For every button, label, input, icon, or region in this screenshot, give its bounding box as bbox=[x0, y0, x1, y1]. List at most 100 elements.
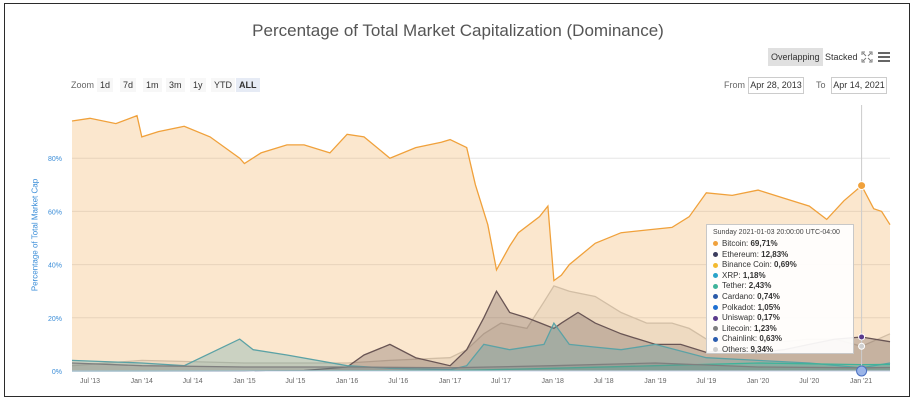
zoom-1y-button[interactable]: 1y bbox=[190, 78, 206, 92]
tooltip-separator: : bbox=[749, 323, 755, 333]
tooltip-row: Others: 9,34% bbox=[713, 345, 847, 356]
tooltip-separator: : bbox=[752, 291, 758, 301]
tooltip-separator: : bbox=[769, 260, 775, 270]
series-dot-icon bbox=[713, 347, 718, 353]
zoom-1m-button[interactable]: 1m bbox=[143, 78, 162, 92]
tooltip-series-name: Chainlink bbox=[722, 334, 755, 344]
stacked-toggle[interactable]: Stacked bbox=[825, 52, 858, 62]
x-tick-label: Jan '16 bbox=[336, 378, 358, 385]
series-area-xrp bbox=[72, 323, 890, 371]
highlight-point-bitcoin bbox=[857, 181, 867, 191]
range-to-input[interactable]: Apr 14, 2021 bbox=[831, 77, 887, 94]
x-tick-label: Jan '15 bbox=[233, 378, 255, 385]
series-dot-icon bbox=[713, 251, 718, 257]
series-dot-icon bbox=[713, 283, 718, 289]
x-tick-label: Jan '17 bbox=[439, 378, 461, 385]
series-dot-icon bbox=[713, 294, 718, 300]
tooltip-series-name: Others bbox=[722, 344, 747, 354]
series-dot-icon bbox=[713, 336, 718, 342]
tooltip-series-name: Polkadot bbox=[722, 302, 754, 312]
navigator-flag-icon bbox=[856, 365, 868, 377]
chart-title: Percentage of Total Market Capitalizatio… bbox=[252, 21, 664, 40]
tooltip-row: Bitcoin: 69,71% bbox=[713, 239, 847, 250]
x-tick-label: Jul '19 bbox=[696, 378, 716, 385]
zoom-7d-button[interactable]: 7d bbox=[120, 78, 137, 92]
tooltip-separator: : bbox=[744, 281, 749, 291]
hamburger-menu-icon[interactable] bbox=[878, 51, 890, 63]
fullscreen-icon[interactable] bbox=[861, 51, 873, 63]
tooltip-row: Polkadot: 1,05% bbox=[713, 303, 847, 314]
tooltip-row: XRP: 1,18% bbox=[713, 271, 847, 282]
zoom-all-button[interactable]: ALL bbox=[236, 78, 260, 92]
series-line-xrp bbox=[71, 321, 891, 371]
series-dot-icon bbox=[713, 273, 718, 279]
tooltip-series-name: Binance Coin bbox=[722, 260, 770, 270]
tooltip-series-value: 0,74% bbox=[757, 291, 780, 301]
tooltip-series-name: Litecoin bbox=[722, 323, 750, 333]
series-dot-icon bbox=[713, 304, 718, 310]
y-tick-label: 0% bbox=[52, 369, 62, 376]
tooltip-row: Tether: 2,43% bbox=[713, 281, 847, 292]
tooltip-series-value: 0,17% bbox=[757, 313, 780, 323]
series-line-bitcoin bbox=[71, 114, 891, 282]
tooltip-series-value: 12,83% bbox=[761, 249, 789, 259]
tooltip-series-value: 1,18% bbox=[742, 270, 766, 280]
tooltip-series-value: 69,71% bbox=[750, 239, 778, 248]
x-tick-label: Jul '18 bbox=[594, 378, 614, 385]
x-tick-label: Jul '16 bbox=[388, 378, 408, 385]
y-tick-label: 20% bbox=[48, 316, 62, 323]
tooltip-series-name: Cardano bbox=[722, 291, 753, 301]
tooltip-row: Ethereum: 12,83% bbox=[713, 250, 847, 261]
tooltip-separator: : bbox=[752, 313, 758, 323]
series-area-others bbox=[72, 285, 890, 371]
tooltip-series-name: Uniswap bbox=[722, 313, 753, 323]
zoom-3m-button[interactable]: 3m bbox=[166, 78, 185, 92]
overlapping-toggle[interactable]: Overlapping bbox=[768, 48, 823, 66]
x-tick-label: Jan '19 bbox=[644, 378, 666, 385]
range-to-label: To bbox=[816, 80, 826, 90]
series-dot-icon bbox=[713, 241, 718, 247]
tooltip-separator: : bbox=[753, 302, 758, 312]
zoom-ytd-button[interactable]: YTD bbox=[211, 78, 235, 92]
range-from-input[interactable]: Apr 28, 2013 bbox=[748, 77, 804, 94]
tooltip-series-value: 0,63% bbox=[759, 334, 783, 344]
tooltip-separator: : bbox=[738, 270, 743, 280]
tooltip-series-name: Ethereum bbox=[722, 249, 757, 259]
tooltip-row: Binance Coin: 0,69% bbox=[713, 260, 847, 271]
x-tick-label: Jan '20 bbox=[747, 378, 769, 385]
series-area-bitcoin bbox=[72, 115, 890, 371]
x-tick-label: Jan '21 bbox=[850, 378, 872, 385]
chart-tooltip: Sunday 2021-01-03 20:00:00 UTC-04:00 Bit… bbox=[706, 224, 854, 354]
series-area-ethereum bbox=[72, 291, 890, 371]
x-tick-label: Jul '17 bbox=[491, 378, 511, 385]
highlight-point-others bbox=[858, 342, 866, 350]
tooltip-separator: : bbox=[756, 249, 762, 259]
x-tick-label: Jan '18 bbox=[542, 378, 564, 385]
y-tick-label: 40% bbox=[48, 263, 62, 270]
tooltip-row: Litecoin: 1,23% bbox=[713, 324, 847, 335]
tooltip-separator: : bbox=[754, 334, 760, 344]
tooltip-series-value: 2,43% bbox=[748, 281, 772, 291]
x-tick-label: Jul '14 bbox=[183, 378, 203, 385]
x-tick-label: Jul '15 bbox=[285, 378, 305, 385]
series-dot-icon bbox=[713, 262, 718, 268]
series-area-litecoin bbox=[72, 363, 890, 371]
range-from-label: From bbox=[724, 80, 745, 90]
tooltip-series-name: Tether bbox=[722, 281, 745, 291]
zoom-1d-button[interactable]: 1d bbox=[97, 78, 114, 92]
tooltip-row: Cardano: 0,74% bbox=[713, 292, 847, 303]
y-tick-label: 60% bbox=[48, 209, 62, 216]
tooltip-row: Uniswap: 0,17% bbox=[713, 313, 847, 324]
tooltip-series-value: 1,23% bbox=[754, 323, 777, 333]
tooltip-series-value: 1,05% bbox=[757, 302, 781, 312]
x-tick-label: Jan '14 bbox=[131, 378, 153, 385]
tooltip-row: Chainlink: 0,63% bbox=[713, 334, 847, 345]
tooltip-series-name: Bitcoin bbox=[722, 239, 747, 248]
series-line-litecoin bbox=[71, 362, 891, 369]
y-tick-label: 80% bbox=[48, 156, 62, 163]
tooltip-separator: : bbox=[746, 344, 751, 354]
series-dot-icon bbox=[713, 315, 718, 321]
x-tick-label: Jul '13 bbox=[80, 378, 100, 385]
tooltip-series-value: 9,34% bbox=[750, 344, 774, 354]
